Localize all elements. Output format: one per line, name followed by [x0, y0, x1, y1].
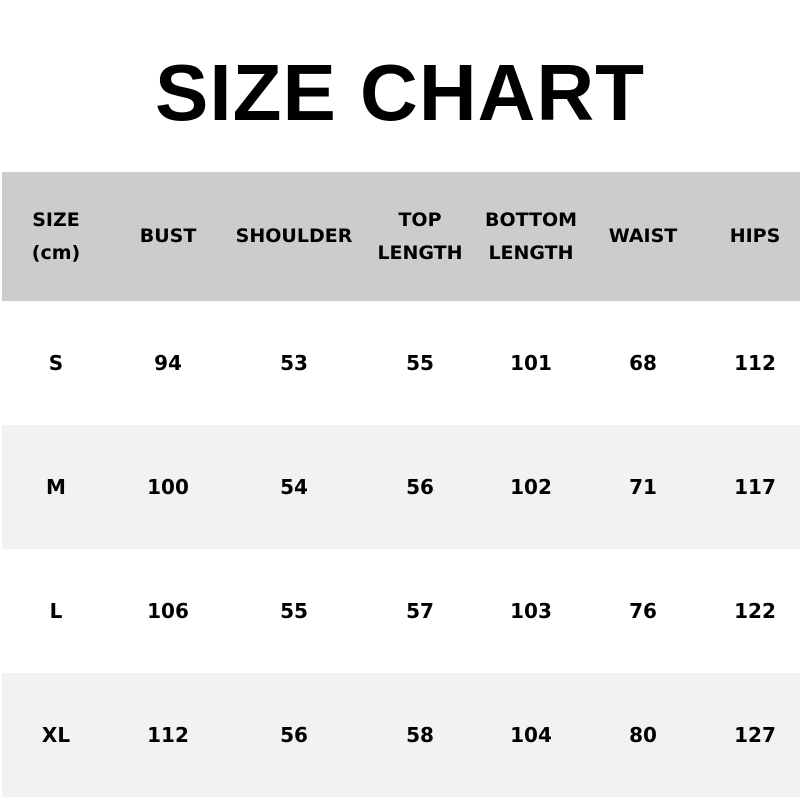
header-bottom-length-line2: LENGTH: [488, 241, 574, 264]
table-cell: 103: [510, 599, 552, 623]
table-row: S 94 53 55 101 68 112: [2, 301, 800, 425]
table-cell: S: [48, 351, 64, 375]
table-cell: L: [49, 599, 63, 623]
header-shoulder-label: SHOULDER: [235, 225, 353, 247]
header-hips: HIPS: [730, 172, 781, 301]
header-bust: BUST: [140, 172, 197, 301]
header-top-length-line2: LENGTH: [377, 241, 463, 264]
header-size-label: SIZE: [32, 208, 80, 231]
header-size-unit: (cm): [31, 241, 81, 264]
header-shoulder: SHOULDER: [236, 172, 353, 301]
table-cell: 104: [510, 723, 552, 747]
header-waist-label: WAIST: [608, 225, 678, 247]
table-cell: 106: [147, 599, 189, 623]
header-size: SIZE (cm): [32, 172, 80, 301]
header-top-length: TOP LENGTH: [377, 172, 462, 301]
table-cell: 71: [629, 475, 657, 499]
table-cell: 56: [406, 475, 434, 499]
header-waist: WAIST: [609, 172, 678, 301]
table-cell: 53: [280, 351, 308, 375]
table-cell: 58: [406, 723, 434, 747]
table-header: SIZE (cm) BUST SHOULDER TOP LENGTH BOTTOM L…: [2, 172, 800, 301]
table-row: L 106 55 57 103 76 122: [2, 549, 800, 673]
table-cell: 56: [280, 723, 308, 747]
table-cell: 112: [734, 351, 776, 375]
table-row: M 100 54 56 102 71 117: [2, 425, 800, 549]
header-bottom-length-line1: BOTTOM: [484, 208, 578, 231]
table-row: XL 112 56 58 104 80 127: [2, 673, 800, 797]
table-cell: XL: [41, 723, 71, 747]
page-title: SIZE CHART: [155, 48, 645, 137]
header-hips-label: HIPS: [729, 225, 781, 247]
table-cell: 55: [280, 599, 308, 623]
table-cell: 102: [510, 475, 552, 499]
table-cell: 54: [280, 475, 308, 499]
header-bottom-length: BOTTOM LENGTH: [485, 172, 577, 301]
table-cell: 68: [629, 351, 657, 375]
table-cell: 55: [406, 351, 434, 375]
table-cell: 76: [629, 599, 657, 623]
table-cell: 100: [147, 475, 189, 499]
table-cell: 117: [734, 475, 776, 499]
header-bust-label: BUST: [139, 225, 197, 247]
header-top-length-line1: TOP: [398, 208, 442, 231]
table-cell: 94: [154, 351, 182, 375]
table-cell: 127: [734, 723, 776, 747]
table-cell: 101: [510, 351, 552, 375]
table-cell: 112: [147, 723, 189, 747]
table-cell: M: [46, 475, 66, 499]
table-cell: 80: [629, 723, 657, 747]
table-cell: 122: [734, 599, 776, 623]
table-cell: 57: [406, 599, 434, 623]
